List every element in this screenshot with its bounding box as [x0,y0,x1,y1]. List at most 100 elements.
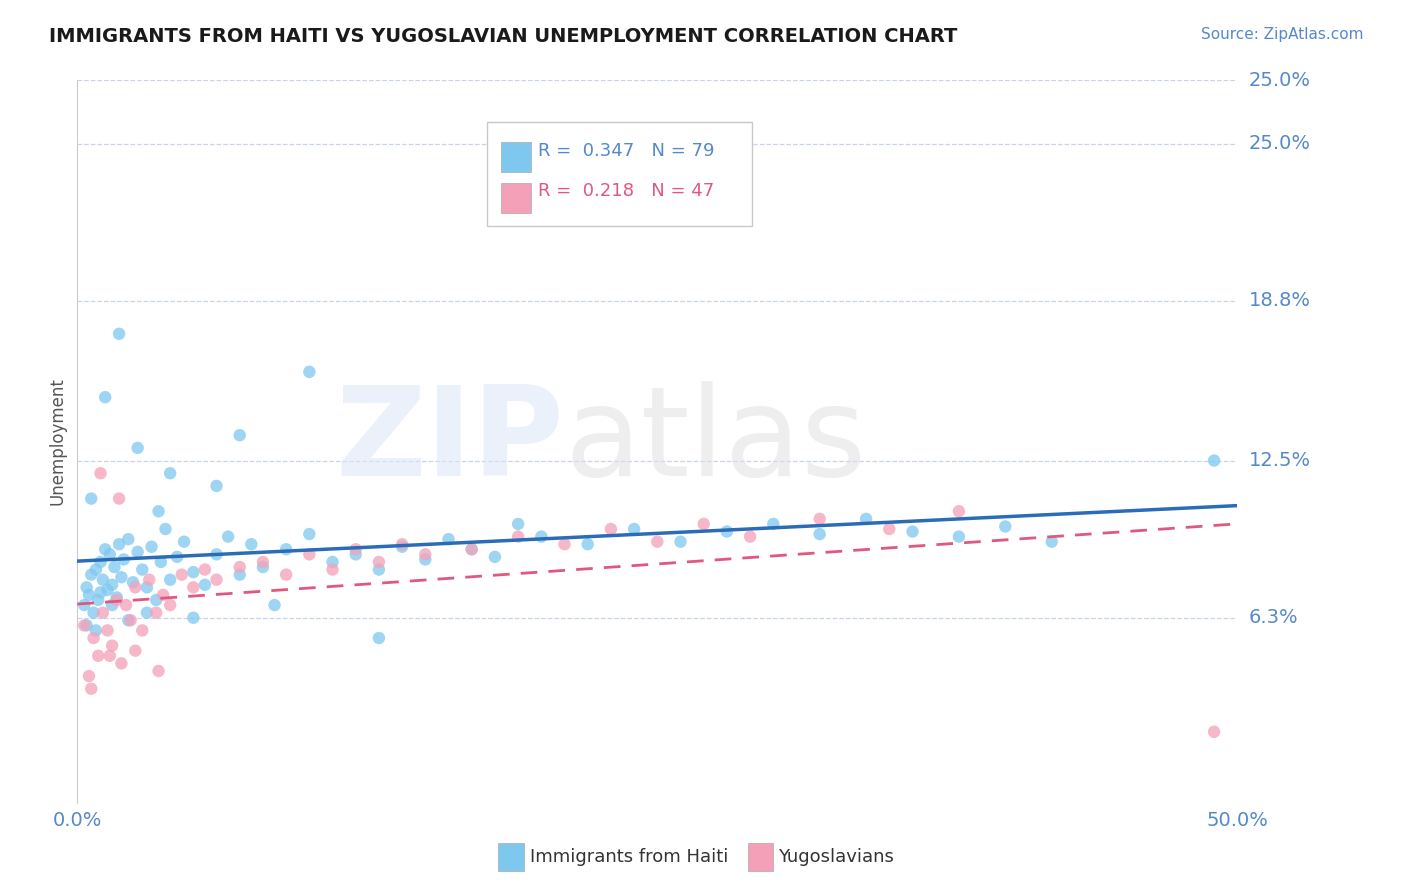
Text: 25.0%: 25.0% [1249,134,1310,153]
Point [368,555,391,569]
Point [101,578,124,592]
Point [240,537,263,551]
Point [131,624,153,638]
Point [183,580,205,594]
Point [170,567,193,582]
Text: Yugoslavians: Yugoslavians [778,848,894,866]
FancyBboxPatch shape [486,122,752,227]
Point [76,580,98,594]
Text: ZIP: ZIP [336,381,565,502]
Text: 25.0%: 25.0% [1249,70,1310,90]
Point [117,613,139,627]
Point [94,542,117,557]
Point [368,631,391,645]
Point [484,549,506,564]
Point [115,598,138,612]
Point [228,567,252,582]
Point [298,365,321,379]
Point [228,428,252,442]
Point [669,534,692,549]
Point [461,542,484,557]
Point [855,512,877,526]
Point [877,522,901,536]
Point [274,567,298,582]
Point [344,547,367,561]
Point [80,491,103,506]
Point [96,582,118,597]
Point [155,522,177,536]
Point [108,326,131,341]
Point [1202,724,1225,739]
Point [298,547,321,561]
Point [159,467,181,481]
Point [84,624,107,638]
Point [506,530,529,544]
Point [994,519,1017,533]
Point [91,606,114,620]
Point [263,598,285,612]
Text: Source: ZipAtlas.com: Source: ZipAtlas.com [1201,27,1364,42]
Point [73,618,96,632]
Point [183,611,205,625]
Point [91,573,114,587]
Point [391,540,413,554]
FancyBboxPatch shape [501,183,531,213]
Point [127,441,149,455]
Point [716,524,738,539]
Text: Immigrants from Haiti: Immigrants from Haiti [530,848,728,866]
Point [84,563,107,577]
Point [87,593,110,607]
Point [762,516,785,531]
Point [217,530,239,544]
Point [1040,534,1063,549]
Point [808,512,831,526]
Point [124,580,146,594]
Point [96,624,118,638]
Point [83,631,105,645]
Point [120,613,142,627]
Point [554,537,576,551]
Text: R =  0.347   N = 79: R = 0.347 N = 79 [538,142,714,160]
Point [103,560,125,574]
Point [83,606,105,620]
Point [110,570,132,584]
Point [80,567,103,582]
Point [173,534,195,549]
Point [101,639,124,653]
Point [131,563,153,577]
Point [194,563,217,577]
Point [205,547,228,561]
Point [506,516,529,531]
Point [98,547,121,561]
Point [413,547,436,561]
Text: 18.8%: 18.8% [1249,292,1310,310]
Point [576,537,599,551]
Point [623,522,645,536]
Point [105,591,128,605]
Text: R =  0.218   N = 47: R = 0.218 N = 47 [538,182,714,200]
Point [90,585,111,599]
Point [87,648,110,663]
Point [110,657,132,671]
Point [80,681,103,696]
Point [437,532,460,546]
Point [77,669,100,683]
Text: 6.3%: 6.3% [1249,608,1298,627]
Point [145,606,167,620]
Point [117,532,139,546]
Point [149,555,172,569]
Point [135,606,157,620]
FancyBboxPatch shape [501,142,531,172]
Point [138,573,160,587]
Point [205,573,228,587]
Y-axis label: Unemployment: Unemployment [48,377,66,506]
Point [600,522,623,536]
Text: IMMIGRANTS FROM HAITI VS YUGOSLAVIAN UNEMPLOYMENT CORRELATION CHART: IMMIGRANTS FROM HAITI VS YUGOSLAVIAN UNE… [49,27,957,45]
Point [274,542,298,557]
Point [391,537,413,551]
Point [344,542,367,557]
Point [252,555,274,569]
Point [530,530,553,544]
Point [740,530,762,544]
Point [127,545,149,559]
